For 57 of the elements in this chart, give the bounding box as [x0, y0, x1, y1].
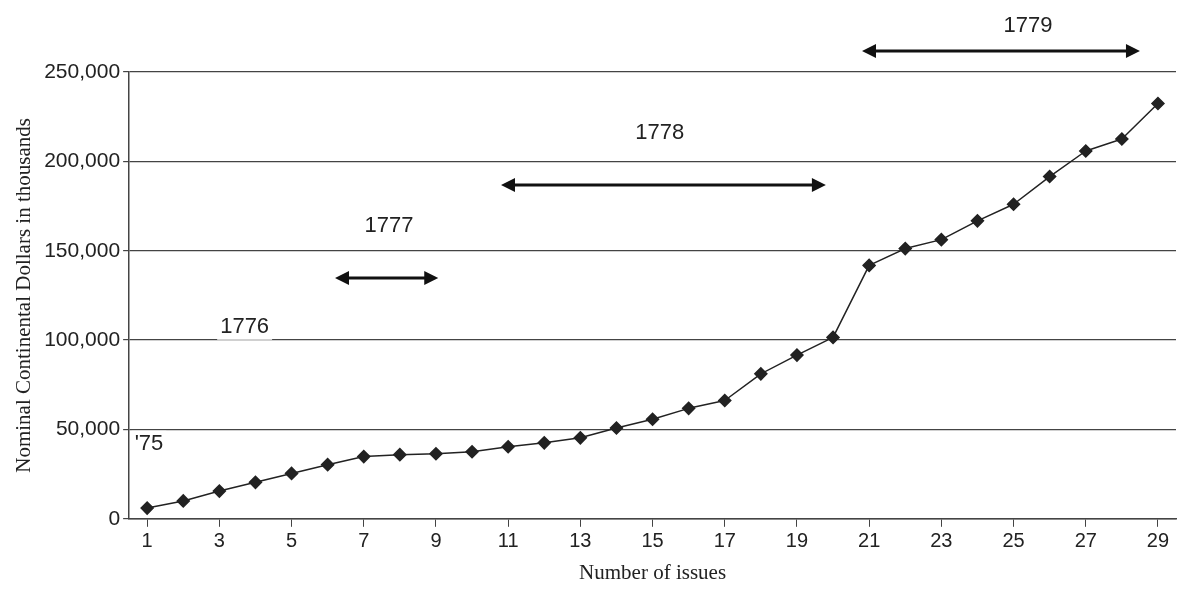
- annotation: 1778: [635, 118, 685, 144]
- point: [1151, 96, 1165, 111]
- x-tick-label: 23: [930, 529, 953, 552]
- point: [1042, 169, 1057, 184]
- point: [754, 367, 768, 381]
- point: [826, 330, 840, 345]
- x-tick-label: 3: [213, 529, 225, 552]
- point: [357, 449, 371, 464]
- point: [934, 232, 949, 247]
- text: 1779: [1003, 11, 1053, 37]
- point: [645, 412, 660, 426]
- point: [681, 401, 696, 416]
- y-tick-label: 50,000: [55, 416, 121, 440]
- point: [609, 421, 624, 435]
- y-axis-title: Nominal Continental Dollars in thousands: [11, 118, 36, 473]
- y-tick-label: 150,000: [44, 237, 121, 261]
- point: [790, 348, 804, 362]
- point: [573, 431, 588, 445]
- point: [393, 447, 407, 462]
- x-tick-label: 9: [430, 529, 442, 552]
- y-tick-label: 200,000: [44, 148, 121, 172]
- annotation: 1777: [364, 211, 414, 237]
- annotation: 1776: [220, 312, 270, 338]
- x-tick-label: 25: [1002, 529, 1025, 552]
- x-tick-label: 17: [713, 529, 736, 552]
- point: [970, 214, 985, 228]
- point: [862, 258, 876, 273]
- point: [140, 501, 154, 515]
- x-axis-title: Number of issues: [579, 559, 727, 584]
- x-tick-label: 1: [141, 529, 153, 552]
- x-tick-label: 13: [569, 529, 592, 552]
- x-tick-label: 19: [785, 529, 809, 552]
- y-tick-label: 0: [108, 505, 121, 529]
- point: [1079, 144, 1093, 158]
- x-tick-label: 27: [1074, 529, 1097, 552]
- annotation: '75: [134, 429, 164, 455]
- x-tick-label: 21: [858, 529, 881, 552]
- y-tick-label: 100,000: [44, 326, 121, 350]
- point: [176, 494, 191, 508]
- x-tick-label: 15: [641, 529, 664, 552]
- point: [212, 484, 227, 498]
- x-tick-label: 11: [497, 529, 519, 552]
- point: [501, 440, 515, 454]
- point: [320, 457, 335, 472]
- point: [1115, 132, 1129, 146]
- y-tick-label: 250,000: [44, 58, 121, 82]
- x-tick-label: 7: [358, 529, 370, 552]
- point: [898, 241, 912, 256]
- point: [718, 393, 732, 408]
- x-tick-label: 29: [1146, 529, 1170, 552]
- point: [1006, 197, 1021, 211]
- point: [248, 475, 263, 490]
- x-tick-label: 5: [286, 529, 298, 552]
- point: [284, 466, 299, 481]
- point: [429, 447, 443, 461]
- point: [465, 445, 479, 459]
- point: [537, 436, 552, 450]
